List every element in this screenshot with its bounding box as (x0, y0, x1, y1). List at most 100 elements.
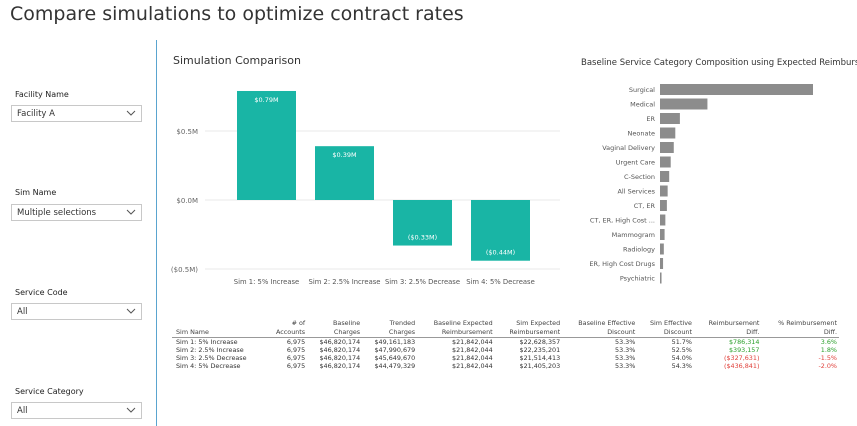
table-cell: $49,161,183 (374, 338, 416, 346)
y-tick-label: ($0.5M) (171, 266, 198, 274)
column-header[interactable]: Baseline Charges (333, 319, 361, 336)
category-bar[interactable] (660, 127, 676, 139)
table-cell: 53.3% (615, 362, 636, 370)
category-bar[interactable] (660, 200, 667, 211)
table-cell: $21,514,413 (519, 354, 561, 362)
table-cell: 53.3% (615, 354, 636, 362)
service-category-dropdown[interactable]: All (11, 402, 142, 419)
table-cell: 3.6% (820, 338, 837, 346)
category-bar[interactable] (660, 171, 670, 182)
table-cell: 6,975 (286, 338, 306, 346)
table-cell: $22,235,201 (519, 346, 561, 354)
table-cell: 6,975 (286, 354, 306, 362)
table-cell: $46,820,174 (319, 338, 361, 346)
service-category-value: All (17, 406, 28, 416)
table-cell: Sim 4: 5% Decrease (176, 362, 241, 370)
category-bar[interactable] (660, 258, 664, 269)
table-cell: 53.3% (615, 346, 636, 354)
table-cell: 6,975 (286, 362, 306, 370)
x-tick-label: Sim 1: 5% Increase (234, 278, 299, 286)
simulation-comparison-title: Simulation Comparison (173, 54, 301, 67)
column-header[interactable]: # of Accounts (276, 319, 306, 336)
bar-data-label: $0.39M (332, 151, 356, 159)
table-row[interactable]: Sim 1: 5% Increase 6,975 $46,820,174 $49,16… (172, 338, 839, 347)
service-code-label: Service Code (15, 288, 68, 297)
table-cell: $47,990,679 (374, 346, 416, 354)
column-header[interactable]: Sim Expected Reimbursement (509, 319, 561, 336)
category-bar[interactable] (660, 229, 665, 240)
sim-bar[interactable] (471, 200, 530, 261)
column-header[interactable]: Reimbursement Diff. (708, 319, 760, 336)
table-cell: Sim 3: 2.5% Decrease (176, 354, 247, 362)
table-cell: $22,628,357 (519, 338, 561, 346)
sim-name-label: Sim Name (15, 188, 57, 197)
category-label: Neonate (628, 130, 656, 138)
category-bar[interactable] (660, 98, 708, 110)
table-cell: $46,820,174 (319, 346, 361, 354)
table-cell: 51.7% (671, 338, 692, 346)
facility-name-dropdown[interactable]: Facility A (11, 105, 142, 122)
table-cell: Sim 1: 5% Increase (176, 338, 238, 346)
sim-bar[interactable] (393, 200, 452, 246)
table-cell: 52.5% (671, 346, 692, 354)
table-cell: -2.0% (818, 362, 837, 370)
panel-divider (156, 40, 157, 426)
table-cell: 54.3% (671, 362, 692, 370)
table-cell: 6,975 (286, 346, 306, 354)
table-cell: $44,479,329 (374, 362, 416, 370)
x-tick-label: Sim 3: 2.5% Decrease (385, 278, 460, 286)
table-cell: $393,157 (728, 346, 760, 354)
table-cell: ($327,631) (723, 354, 760, 362)
bar-data-label: ($0.44M) (486, 249, 515, 257)
table-row[interactable]: Sim 4: 5% Decrease 6,975 $46,820,174 $44,47… (172, 362, 839, 370)
chevron-down-icon (126, 407, 136, 413)
service-code-dropdown[interactable]: All (11, 303, 142, 320)
chevron-down-icon (126, 110, 136, 116)
category-label: C-Section (624, 173, 655, 181)
category-label: ER (646, 115, 655, 123)
x-tick-label: Sim 4: 5% Decrease (466, 278, 535, 286)
column-header[interactable]: Sim Name (176, 328, 209, 336)
table-cell: Sim 2: 2.5% Increase (176, 346, 244, 354)
table-cell: $46,820,174 (319, 354, 361, 362)
table-row[interactable]: Sim 3: 2.5% Decrease 6,975 $46,820,174 $45,… (172, 354, 839, 362)
category-bar[interactable] (660, 156, 671, 168)
category-label: Mammogram (612, 231, 655, 239)
category-label: Medical (630, 101, 655, 109)
column-header[interactable]: Sim Effective Discount (649, 319, 692, 336)
table-cell: -1.5% (818, 354, 837, 362)
service-category-chart-title: Baseline Service Category Composition us… (581, 58, 857, 68)
category-bar[interactable] (660, 84, 813, 95)
table-row[interactable]: Sim 2: 2.5% Increase 6,975 $46,820,174 $47,… (172, 346, 839, 354)
column-header[interactable]: Trended Charges (388, 319, 416, 336)
category-bar[interactable] (660, 214, 666, 226)
table-cell: $21,405,203 (519, 362, 561, 370)
category-bar[interactable] (660, 185, 668, 197)
bar-data-label: ($0.33M) (408, 234, 437, 242)
table-cell: $21,842,044 (452, 338, 493, 346)
column-header[interactable]: Baseline Effective Discount (578, 319, 636, 336)
y-tick-label: $0.5M (176, 128, 198, 136)
category-bar[interactable] (660, 272, 662, 284)
x-tick-label: Sim 2: 2.5% Increase (309, 278, 381, 286)
category-bar[interactable] (660, 243, 664, 255)
sim-bar[interactable] (237, 90, 296, 200)
table-cell: $45,649,670 (374, 354, 416, 362)
column-header[interactable]: % Reimbursement Diff. (778, 319, 837, 336)
facility-name-label: Facility Name (15, 90, 69, 99)
table-cell: 53.3% (615, 338, 636, 346)
sim-bar[interactable] (315, 146, 374, 200)
category-label: All Services (617, 188, 655, 196)
category-label: Urgent Care (616, 159, 655, 167)
sim-name-dropdown[interactable]: Multiple selections (11, 204, 142, 221)
column-header[interactable]: Baseline Expected Reimbursement (433, 319, 493, 336)
facility-name-value: Facility A (17, 109, 55, 119)
table-cell: $21,842,044 (452, 346, 493, 354)
category-bar[interactable] (660, 142, 674, 153)
page-title: Compare simulations to optimize contract… (10, 3, 464, 25)
table-cell: 1.8% (820, 346, 837, 354)
category-label: CT, ER (634, 202, 656, 210)
bar-data-label: $0.79M (254, 96, 278, 104)
category-bar[interactable] (660, 113, 680, 124)
sim-name-value: Multiple selections (17, 208, 97, 218)
